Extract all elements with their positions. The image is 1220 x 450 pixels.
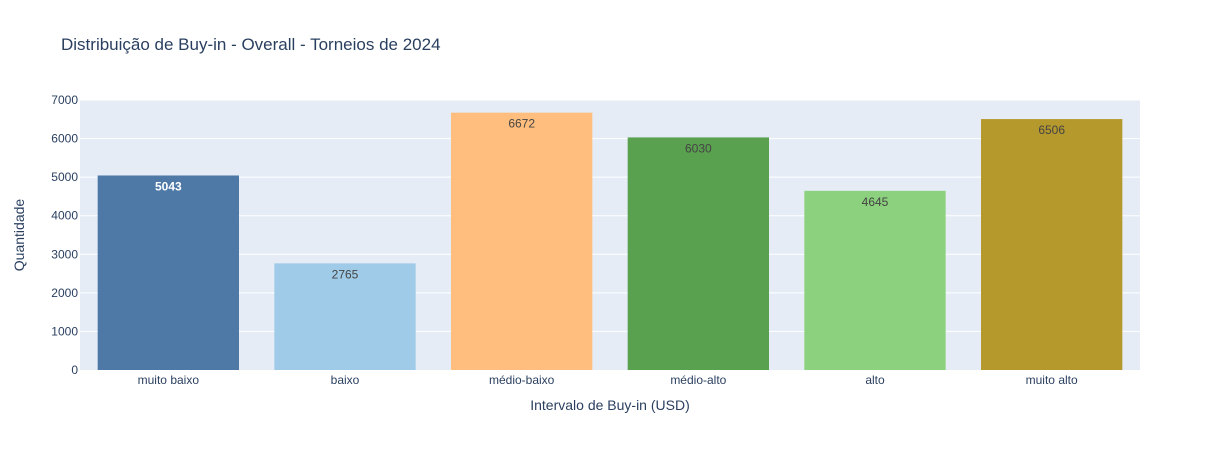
bar bbox=[274, 263, 416, 370]
bar bbox=[804, 190, 946, 370]
bar bbox=[981, 119, 1123, 370]
bar-data-label: 5043 bbox=[155, 179, 182, 193]
bar bbox=[97, 175, 240, 370]
y-tick-label: 2000 bbox=[51, 286, 78, 300]
bar bbox=[627, 137, 769, 370]
x-tick-label: médio-alto bbox=[670, 373, 726, 387]
chart-title: Distribuição de Buy-in - Overall - Torne… bbox=[61, 35, 441, 54]
x-tick-label: muito alto bbox=[1026, 373, 1078, 387]
x-tick-labels: muito baixo baixo médio-baixo médio-alto alt… bbox=[138, 373, 1078, 387]
bars: 5043 2765 6672 6030 4645 6506 bbox=[97, 112, 1123, 370]
y-axis-label: Quantidade bbox=[11, 199, 27, 272]
gridlines bbox=[80, 99, 1140, 332]
bar-data-label: 4645 bbox=[862, 195, 889, 209]
x-tick-label: muito baixo bbox=[138, 373, 200, 387]
bar-data-label: 6030 bbox=[685, 141, 712, 155]
bar-data-label: 2765 bbox=[332, 267, 359, 281]
y-tick-label: 0 bbox=[71, 363, 78, 377]
y-tick-label: 3000 bbox=[51, 247, 78, 261]
x-axis-label: Intervalo de Buy-in (USD) bbox=[530, 397, 690, 413]
bar bbox=[451, 112, 593, 370]
x-tick-label: médio-baixo bbox=[489, 373, 555, 387]
y-tick-label: 4000 bbox=[51, 209, 78, 223]
x-tick-label: baixo bbox=[331, 373, 360, 387]
y-tick-label: 5000 bbox=[51, 170, 78, 184]
y-tick-label: 6000 bbox=[51, 132, 78, 146]
plot-area bbox=[80, 100, 1140, 370]
x-tick-label: alto bbox=[865, 373, 885, 387]
y-tick-label: 1000 bbox=[51, 324, 78, 338]
bar-data-label: 6506 bbox=[1038, 123, 1065, 137]
bar-data-label: 6672 bbox=[508, 117, 535, 131]
y-tick-labels: 0 1000 2000 3000 4000 5000 6000 7000 bbox=[51, 93, 78, 377]
y-tick-label: 7000 bbox=[51, 93, 78, 107]
